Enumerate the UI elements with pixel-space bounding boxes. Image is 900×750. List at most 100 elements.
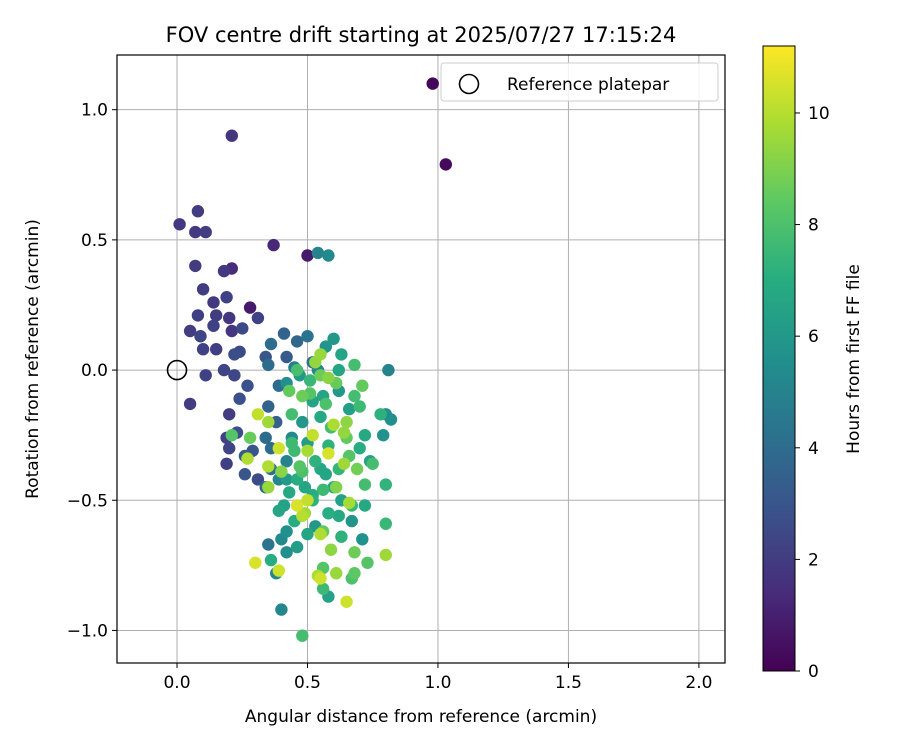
data-point xyxy=(322,447,335,460)
data-point xyxy=(335,348,348,361)
data-point xyxy=(296,389,309,403)
data-point xyxy=(233,392,246,405)
x-tick-label: 1.0 xyxy=(424,673,451,693)
data-point xyxy=(353,442,366,455)
data-point xyxy=(309,455,322,468)
data-point xyxy=(280,525,293,538)
data-point xyxy=(322,371,335,385)
data-point xyxy=(223,408,236,421)
data-point xyxy=(196,343,210,356)
data-point xyxy=(210,309,223,322)
data-point xyxy=(316,582,330,595)
colorbar-label: Hours from first FF file xyxy=(844,264,864,454)
data-point xyxy=(194,330,207,343)
data-point xyxy=(251,311,265,325)
x-axis-label: Angular distance from reference (arcmin) xyxy=(245,707,597,727)
colorbar-tick-label: 2 xyxy=(808,550,819,570)
x-axis-ticks: 0.0 0.5 1.0 1.5 2.0 xyxy=(163,663,712,693)
data-point xyxy=(238,468,252,481)
data-point xyxy=(301,249,314,262)
data-point xyxy=(345,514,358,528)
data-point xyxy=(243,431,257,444)
data-point xyxy=(322,249,335,262)
data-point xyxy=(361,556,374,569)
data-point xyxy=(223,311,236,325)
data-point xyxy=(319,397,332,411)
data-point xyxy=(225,429,238,442)
data-point xyxy=(262,481,275,494)
data-point xyxy=(303,374,317,387)
data-point xyxy=(173,218,186,231)
data-point xyxy=(264,553,278,567)
data-point xyxy=(426,77,439,90)
y-tick-label: 1.0 xyxy=(81,101,108,121)
data-point xyxy=(191,205,205,218)
legend-box xyxy=(440,62,719,102)
data-point xyxy=(290,499,304,512)
y-axis-ticks: −1.0 −0.5 0.0 0.5 1.0 xyxy=(67,101,117,641)
data-point xyxy=(327,418,340,431)
data-point xyxy=(280,546,293,559)
data-point xyxy=(322,507,335,520)
data-point xyxy=(241,379,254,392)
y-tick-label: 0.5 xyxy=(81,231,108,251)
data-point xyxy=(275,465,288,478)
data-point xyxy=(348,358,361,372)
data-point xyxy=(306,429,319,442)
data-point xyxy=(290,335,304,348)
data-point xyxy=(223,442,236,455)
legend-marker-icon xyxy=(458,73,480,95)
data-point xyxy=(183,324,197,338)
data-point xyxy=(356,533,369,546)
data-point xyxy=(301,527,314,541)
data-point xyxy=(262,415,275,429)
data-point xyxy=(290,540,304,554)
data-point xyxy=(220,291,233,304)
data-point xyxy=(262,538,275,551)
data-point xyxy=(379,517,392,530)
data-point xyxy=(337,426,351,439)
data-point xyxy=(358,478,372,491)
data-point xyxy=(382,363,395,377)
y-tick-label: −0.5 xyxy=(67,491,108,511)
colorbar-tick-label: 0 xyxy=(808,662,819,682)
data-point xyxy=(264,337,278,351)
data-point xyxy=(330,481,343,494)
data-point xyxy=(210,343,223,356)
data-point xyxy=(356,379,369,392)
data-point xyxy=(283,486,296,499)
data-point xyxy=(249,556,262,569)
data-point xyxy=(314,572,327,585)
data-point xyxy=(311,246,325,260)
data-point xyxy=(290,363,304,377)
data-point xyxy=(207,296,220,309)
data-point xyxy=(293,460,306,473)
data-point xyxy=(379,548,392,562)
data-point xyxy=(272,504,285,517)
data-point xyxy=(225,129,238,142)
data-point xyxy=(340,595,353,608)
data-point xyxy=(199,369,212,382)
data-point xyxy=(358,429,372,442)
data-point xyxy=(343,496,356,510)
data-point xyxy=(243,301,257,314)
data-point xyxy=(314,410,327,424)
colorbar xyxy=(762,45,796,672)
data-point xyxy=(324,543,338,556)
data-point xyxy=(285,408,298,421)
data-point xyxy=(348,567,361,580)
plot-grid xyxy=(117,55,725,663)
data-point xyxy=(199,225,212,239)
data-point xyxy=(183,397,197,411)
data-point xyxy=(296,509,309,523)
data-point xyxy=(285,436,298,450)
reference-platepar-point xyxy=(166,359,188,381)
legend-entry-reference: Reference platepar xyxy=(507,75,669,95)
data-point xyxy=(228,369,241,382)
data-point xyxy=(327,332,340,345)
data-point xyxy=(251,408,265,421)
data-point xyxy=(353,400,366,413)
data-point xyxy=(225,324,238,338)
data-point xyxy=(348,546,361,559)
data-point xyxy=(377,429,390,442)
